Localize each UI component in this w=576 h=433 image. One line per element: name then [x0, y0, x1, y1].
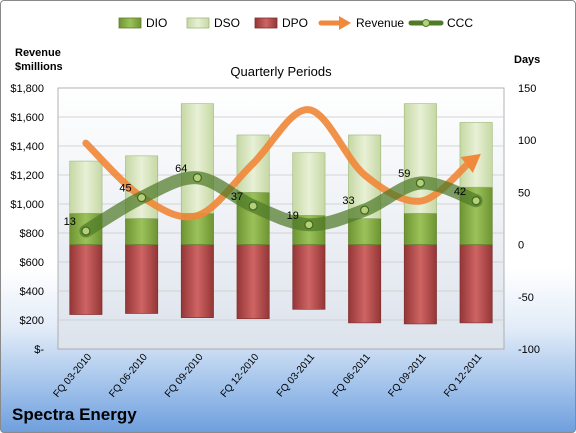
ccc-data-label: 19: [287, 210, 299, 222]
legend-label-revenue: Revenue: [356, 16, 404, 30]
data-labels-layer: 13 45 64 37 19 33 59 42: [64, 163, 467, 228]
ccc-data-label: 42: [454, 186, 466, 198]
ccc-marker: [192, 173, 202, 183]
right-tick-label: 150: [518, 83, 536, 95]
right-tick-label: -50: [518, 292, 534, 304]
legend-swatch-dso: [186, 17, 210, 29]
left-tick-label: $1,400: [10, 141, 44, 153]
left-tick-label: $400: [20, 286, 44, 298]
bar-dpo: [236, 244, 270, 320]
ccc-data-label: 13: [64, 216, 76, 228]
ccc-marker: [360, 205, 370, 215]
chart-title: Quarterly Periods: [230, 64, 332, 79]
right-tick-label: 0: [518, 240, 524, 252]
ccc-marker: [304, 220, 314, 230]
left-tick-label: $600: [20, 257, 44, 269]
legend-label-dpo: DPO: [282, 16, 308, 30]
right-axis-ticks: -100 -50 0 50 100 150: [518, 83, 540, 356]
bar-dpo: [292, 244, 326, 310]
left-tick-label: $1,600: [10, 112, 44, 124]
bar-dso: [292, 152, 326, 216]
legend-swatch-ccc: [408, 19, 444, 27]
bar-dpo: [180, 244, 214, 318]
left-axis-ticks: $- $200 $400 $600 $800 $1,000 $1,200 $1,400 $1,6…: [10, 83, 44, 356]
x-tick-label: FQ 09-2010: [163, 352, 206, 400]
x-axis-labels: FQ 03-2010 FQ 06-2010 FQ 09-2010 FQ 12-2010…: [51, 352, 484, 400]
bar-dpo: [125, 244, 159, 314]
ccc-marker: [415, 178, 425, 188]
bars-layer: [69, 103, 493, 325]
legend-swatch-dpo: [254, 17, 278, 29]
bar-dpo: [403, 244, 437, 325]
ccc-data-label: 45: [119, 183, 131, 195]
ccc-marker: [471, 196, 481, 206]
ccc-marker: [81, 226, 91, 236]
left-axis-title-line2: $millions: [15, 61, 63, 73]
bar-dso: [180, 103, 214, 214]
left-tick-label: $800: [20, 228, 44, 240]
right-tick-label: 50: [518, 187, 530, 199]
left-tick-label: $-: [34, 344, 44, 356]
bar-dpo: [69, 244, 103, 315]
bar-dpo: [459, 244, 493, 324]
left-axis-title-line1: Revenue: [15, 47, 61, 59]
x-tick-label: FQ 03-2010: [51, 352, 94, 400]
legend-label-ccc: CCC: [447, 16, 473, 30]
ccc-data-label: 64: [175, 163, 187, 175]
bar-dpo: [348, 244, 382, 324]
legend: DIO DSO DPO Revenue CCC: [118, 16, 473, 30]
x-tick-label: FQ 09-2011: [386, 352, 429, 400]
ccc-data-label: 33: [342, 195, 354, 207]
x-tick-label: FQ 06-2010: [107, 352, 150, 400]
right-axis-title: Days: [514, 54, 540, 66]
legend-label-dio: DIO: [146, 16, 167, 30]
x-tick-label: FQ 06-2011: [331, 352, 374, 400]
legend-label-dso: DSO: [214, 16, 240, 30]
right-tick-label: 100: [518, 135, 536, 147]
bar-dio: [403, 212, 437, 245]
legend-swatch-revenue: [318, 16, 351, 30]
left-tick-label: $1,800: [10, 83, 44, 95]
bar-dso: [69, 160, 103, 214]
bar-dio: [348, 218, 382, 245]
x-tick-label: FQ 12-2010: [219, 352, 262, 400]
left-tick-label: $1,000: [10, 199, 44, 211]
ccc-marker: [248, 201, 258, 211]
x-tick-label: FQ 03-2011: [275, 352, 318, 400]
right-tick-label: -100: [518, 344, 540, 356]
left-tick-label: $1,200: [10, 170, 44, 182]
ccc-data-label: 37: [231, 191, 243, 203]
ccc-data-label: 59: [398, 168, 410, 180]
bar-dio: [125, 218, 159, 245]
company-name: Spectra Energy: [12, 405, 137, 424]
x-tick-label: FQ 12-2011: [442, 352, 485, 400]
revenue-arrowhead: [460, 153, 481, 173]
legend-swatch-dio: [118, 17, 142, 29]
left-tick-label: $200: [20, 315, 44, 327]
ccc-layer: [79, 171, 483, 238]
ccc-marker: [137, 193, 147, 203]
